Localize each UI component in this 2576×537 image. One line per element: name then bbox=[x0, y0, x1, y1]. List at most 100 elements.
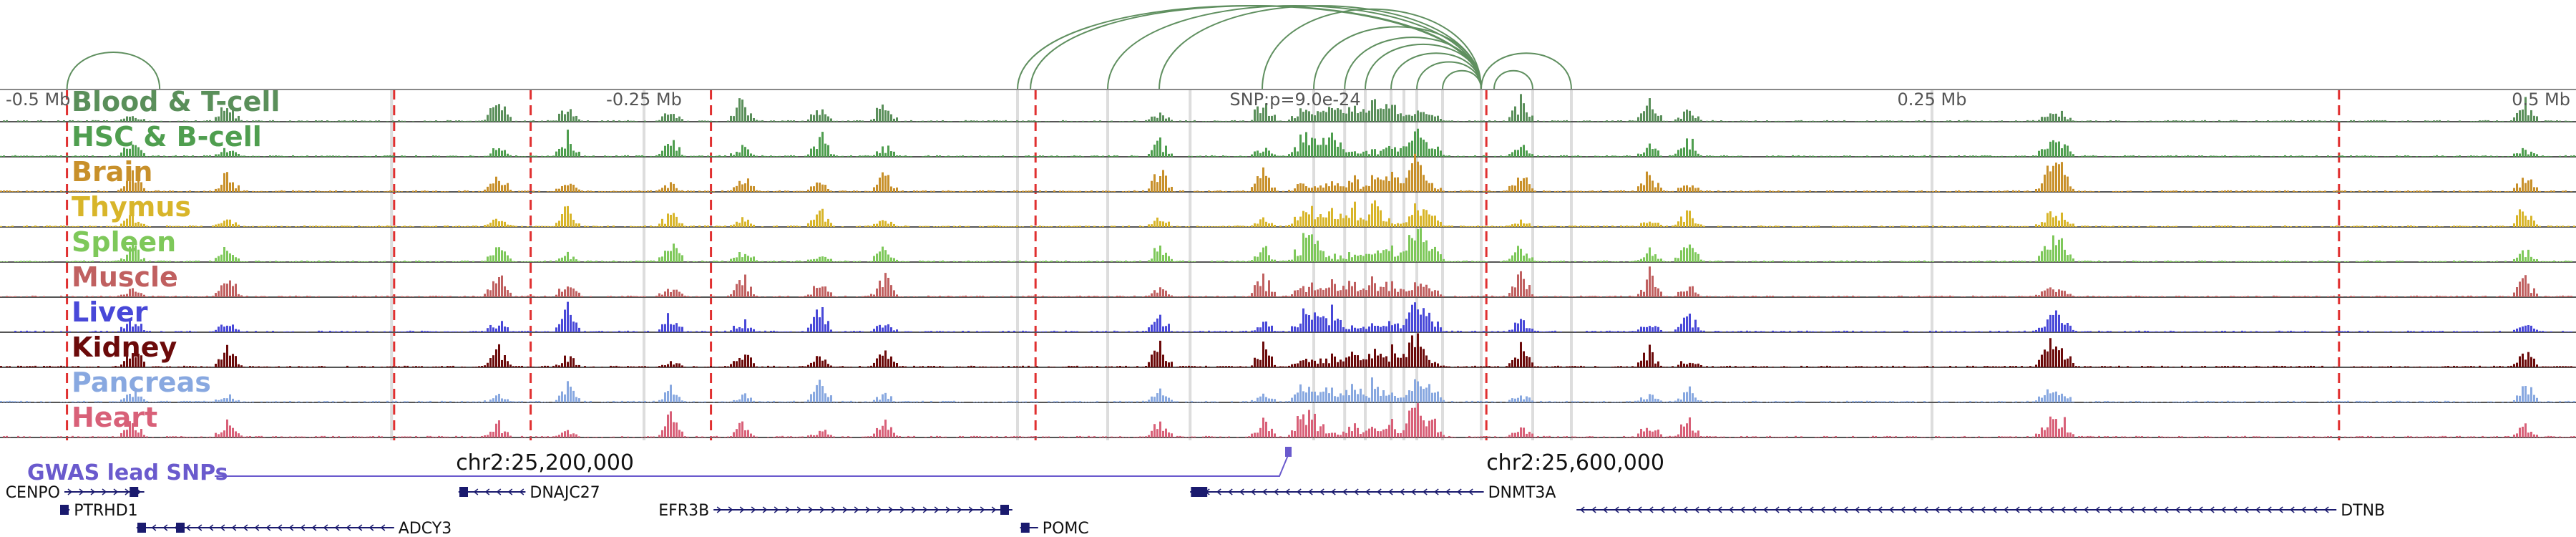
signal-bar bbox=[1265, 291, 1267, 297]
signal-bar bbox=[733, 290, 735, 297]
signal-bar bbox=[132, 170, 134, 192]
signal-bar bbox=[987, 261, 990, 262]
signal-bar bbox=[1631, 190, 1634, 192]
signal-bar bbox=[1211, 226, 1213, 227]
signal-bar bbox=[1036, 121, 1038, 122]
signal-bar bbox=[973, 261, 975, 262]
signal-bar bbox=[738, 180, 741, 192]
signal-bar bbox=[2519, 187, 2521, 192]
signal-bar bbox=[644, 261, 646, 262]
signal-bar bbox=[1537, 296, 1539, 297]
signal-bar bbox=[1322, 251, 1324, 262]
signal-bar bbox=[2212, 155, 2215, 157]
signal-bar bbox=[1122, 296, 1124, 297]
signal-bar bbox=[9, 296, 11, 297]
signal-bar bbox=[2307, 226, 2309, 227]
signal-bar bbox=[338, 120, 340, 122]
signal-bar bbox=[472, 191, 474, 192]
signal-bar bbox=[1142, 296, 1144, 297]
signal-bar bbox=[183, 120, 185, 122]
signal-bar bbox=[31, 190, 34, 192]
signal-bar bbox=[1025, 155, 1027, 157]
signal-bar bbox=[1377, 291, 1379, 297]
signal-bar bbox=[2044, 174, 2046, 192]
signal-bar bbox=[326, 191, 328, 192]
signal-bar bbox=[2304, 331, 2306, 332]
signal-bar bbox=[1030, 190, 1033, 192]
signal-bar bbox=[226, 219, 228, 227]
signal-bar bbox=[1880, 155, 1883, 157]
signal-bar bbox=[2038, 327, 2040, 332]
signal-bar bbox=[2150, 120, 2152, 122]
signal-bar bbox=[607, 120, 609, 122]
signal-bar bbox=[1657, 288, 1659, 297]
signal-bar bbox=[169, 261, 171, 262]
signal-bar bbox=[1972, 225, 1974, 227]
signal-bar bbox=[2441, 261, 2444, 262]
signal-bar bbox=[615, 155, 618, 157]
signal-bar bbox=[315, 261, 317, 262]
signal-bar bbox=[475, 331, 477, 332]
signal-bar bbox=[698, 155, 701, 157]
signal-bar bbox=[441, 121, 443, 122]
signal-bar bbox=[1712, 191, 1714, 192]
signal-bar bbox=[2427, 156, 2429, 157]
signal-bar bbox=[129, 289, 131, 297]
signal-bar bbox=[716, 261, 718, 262]
signal-bar bbox=[2158, 296, 2160, 297]
signal-bar bbox=[1858, 226, 1860, 227]
signal-bar bbox=[967, 155, 970, 157]
signal-bar bbox=[135, 291, 137, 297]
signal-bar bbox=[286, 296, 288, 297]
signal-bar bbox=[2258, 121, 2260, 122]
signal-bar bbox=[1551, 120, 1553, 122]
signal-bar bbox=[1262, 247, 1264, 262]
signal-bar bbox=[839, 156, 841, 157]
signal-bar bbox=[1694, 319, 1697, 332]
signal-bar bbox=[684, 190, 686, 192]
signal-bar bbox=[2476, 226, 2478, 227]
signal-bar bbox=[1700, 296, 1702, 297]
signal-bar bbox=[1174, 261, 1176, 262]
signal-bar bbox=[203, 155, 205, 157]
signal-bar bbox=[1288, 224, 1290, 227]
signal-bar bbox=[673, 243, 675, 262]
signal-bar bbox=[352, 120, 354, 122]
signal-bar bbox=[1835, 226, 1837, 227]
signal-bar bbox=[1826, 190, 1828, 192]
signal-bar bbox=[999, 155, 1001, 157]
signal-bar bbox=[2350, 226, 2352, 227]
signal-bar bbox=[1340, 319, 1342, 332]
signal-bar bbox=[2556, 261, 2558, 262]
signal-bar bbox=[2479, 120, 2481, 122]
signal-bar bbox=[1351, 325, 1353, 332]
signal-bar bbox=[1732, 296, 1734, 297]
signal-bar bbox=[1680, 291, 1682, 297]
signal-bar bbox=[303, 155, 306, 157]
signal-bar bbox=[1414, 282, 1416, 297]
signal-bar bbox=[375, 191, 377, 192]
signal-bar bbox=[2227, 190, 2229, 192]
signal-bar bbox=[747, 149, 749, 157]
signal-bar bbox=[286, 156, 288, 157]
signal-bar bbox=[2513, 117, 2515, 122]
signal-bar bbox=[1969, 190, 1971, 192]
signal-bar bbox=[704, 190, 706, 192]
signal-bar bbox=[816, 288, 818, 297]
signal-bar bbox=[1274, 187, 1276, 192]
signal-bar bbox=[1271, 188, 1273, 192]
signal-bar bbox=[1912, 296, 1914, 297]
signal-bar bbox=[1620, 225, 1622, 227]
signal-bar bbox=[69, 120, 71, 122]
signal-bar bbox=[1405, 222, 1407, 227]
signal-bar bbox=[226, 284, 228, 297]
signal-bar bbox=[1683, 221, 1685, 227]
signal-bar bbox=[2127, 121, 2129, 122]
signal-bar bbox=[1162, 115, 1164, 122]
signal-bar bbox=[758, 190, 761, 192]
signal-bar bbox=[1153, 290, 1156, 297]
signal-bar bbox=[1737, 121, 1740, 122]
signal-bar bbox=[1322, 316, 1324, 332]
signal-bar bbox=[521, 261, 523, 262]
signal-bar bbox=[155, 190, 157, 192]
